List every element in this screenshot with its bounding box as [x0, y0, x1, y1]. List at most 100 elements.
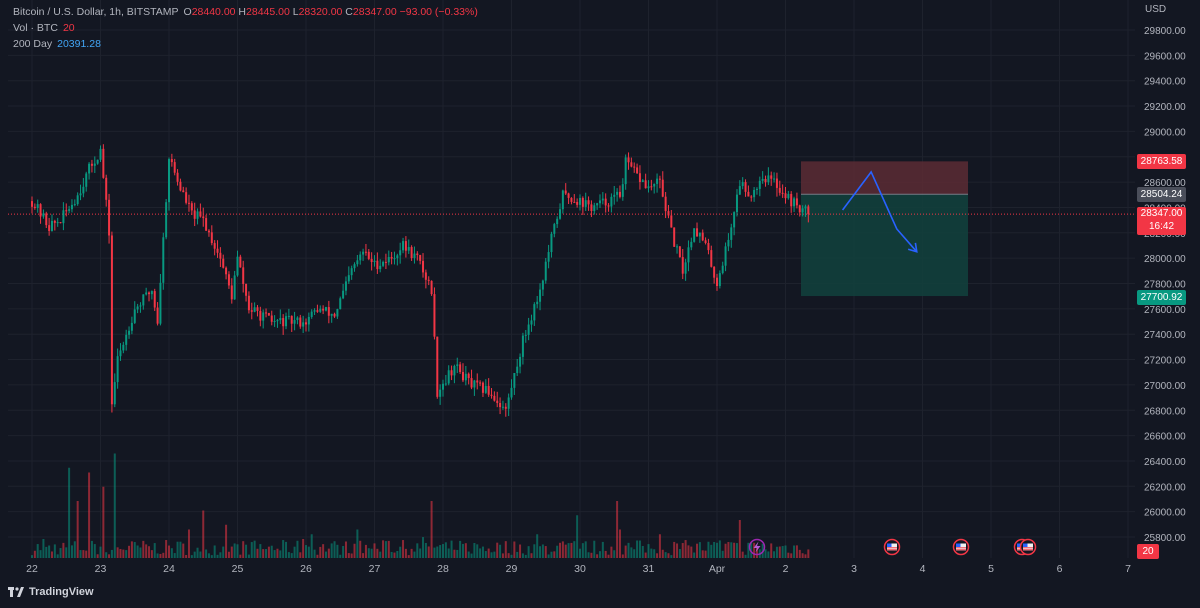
- candle: [253, 302, 256, 313]
- candle: [710, 245, 713, 268]
- candle-body: [690, 241, 693, 248]
- bar-countdown: 16:42: [1148, 221, 1175, 232]
- volume-bar: [470, 553, 473, 558]
- candle: [467, 372, 470, 385]
- candle: [741, 177, 744, 190]
- candle-body: [598, 200, 601, 204]
- ma-indicator-label[interactable]: 200 Day: [13, 38, 53, 50]
- candle-body: [239, 256, 242, 268]
- volume-bar: [216, 554, 219, 558]
- lightning-icon[interactable]: [748, 538, 766, 556]
- candle-body: [687, 247, 690, 263]
- candle-body: [750, 196, 753, 198]
- candle: [698, 232, 701, 243]
- candle: [362, 248, 365, 261]
- price-tick-label: 26600.00: [1144, 432, 1186, 443]
- take-profit-zone[interactable]: [801, 194, 968, 297]
- candle: [527, 317, 530, 341]
- candle: [770, 171, 773, 186]
- volume-bar: [256, 548, 259, 558]
- candle-body: [173, 162, 176, 173]
- candle: [644, 173, 647, 189]
- time-tick-label: 22: [26, 563, 38, 575]
- volume-bar: [227, 551, 230, 558]
- volume-bar: [31, 555, 33, 558]
- candle-body: [305, 322, 307, 325]
- candle-body: [319, 308, 322, 312]
- symbol-title[interactable]: Bitcoin / U.S. Dollar, 1h, BITSTAMP: [13, 6, 179, 18]
- volume-bar: [618, 529, 621, 558]
- candle: [693, 228, 696, 243]
- candle: [273, 315, 276, 327]
- volume-bar: [73, 541, 76, 558]
- us-flag-icon[interactable]: [952, 538, 970, 556]
- candle-body: [410, 247, 413, 259]
- volume-bar: [90, 540, 93, 558]
- projection-arrowhead[interactable]: [907, 242, 918, 253]
- volume-bar: [168, 545, 170, 558]
- candle-body: [333, 313, 336, 317]
- candle: [367, 249, 370, 261]
- candle: [536, 296, 539, 309]
- flag-icon-canton: [887, 543, 892, 547]
- candle: [598, 194, 601, 208]
- volume-bar: [148, 546, 151, 558]
- candle: [393, 251, 396, 265]
- volume-bar: [145, 544, 148, 558]
- volume-bar: [436, 546, 439, 558]
- candle: [250, 302, 253, 320]
- candle-body: [322, 308, 325, 311]
- projection-path[interactable]: [841, 170, 918, 253]
- volume-bar: [681, 543, 684, 558]
- candle-body: [490, 394, 493, 396]
- candle: [493, 391, 496, 402]
- candle: [190, 201, 193, 215]
- us-flag-icon[interactable]: [1019, 538, 1037, 556]
- volume-bar: [770, 543, 773, 558]
- volume-bar: [490, 552, 493, 558]
- volume-bar: [439, 545, 442, 558]
- volume-bar: [225, 524, 228, 558]
- candle: [76, 192, 79, 206]
- volume-bar: [362, 553, 365, 558]
- volume-bar: [787, 552, 790, 558]
- candle: [541, 279, 544, 296]
- candle-body: [761, 178, 764, 181]
- candle: [681, 248, 684, 280]
- candle: [519, 353, 522, 374]
- flag-icon-field: [1023, 543, 1033, 551]
- volume-bar: [559, 542, 562, 558]
- volume-bar: [187, 529, 190, 558]
- volume-bar: [673, 541, 676, 558]
- volume-bar: [193, 551, 196, 558]
- volume-bar: [165, 540, 168, 558]
- volume-indicator-label[interactable]: Vol · BTC: [13, 22, 58, 34]
- tradingview-logo[interactable]: TradingView: [8, 586, 94, 598]
- candle-body: [384, 261, 387, 263]
- candle-body: [801, 208, 804, 213]
- volume-bar: [176, 541, 179, 558]
- candle-body: [245, 283, 248, 296]
- candle-body: [804, 206, 807, 209]
- volume-bar: [753, 542, 756, 558]
- candle: [456, 357, 459, 373]
- ma-indicator-value: 20391.28: [57, 38, 101, 50]
- candle: [142, 294, 145, 310]
- candle: [784, 187, 787, 204]
- price-tick-label: 28000.00: [1144, 254, 1186, 265]
- candle: [516, 358, 519, 376]
- volume-bar: [133, 542, 136, 558]
- stop-loss-zone[interactable]: [801, 161, 968, 195]
- volume-bar: [153, 543, 156, 558]
- candle-body: [148, 292, 151, 295]
- currency-label[interactable]: USD: [1145, 4, 1167, 15]
- us-flag-icon[interactable]: [883, 538, 901, 556]
- candle-body: [433, 294, 436, 337]
- candle: [333, 312, 336, 318]
- volume-bar: [687, 545, 690, 558]
- candle-body: [293, 320, 296, 324]
- candle-body: [225, 267, 228, 275]
- volume-bar: [364, 544, 367, 558]
- candle: [210, 225, 213, 246]
